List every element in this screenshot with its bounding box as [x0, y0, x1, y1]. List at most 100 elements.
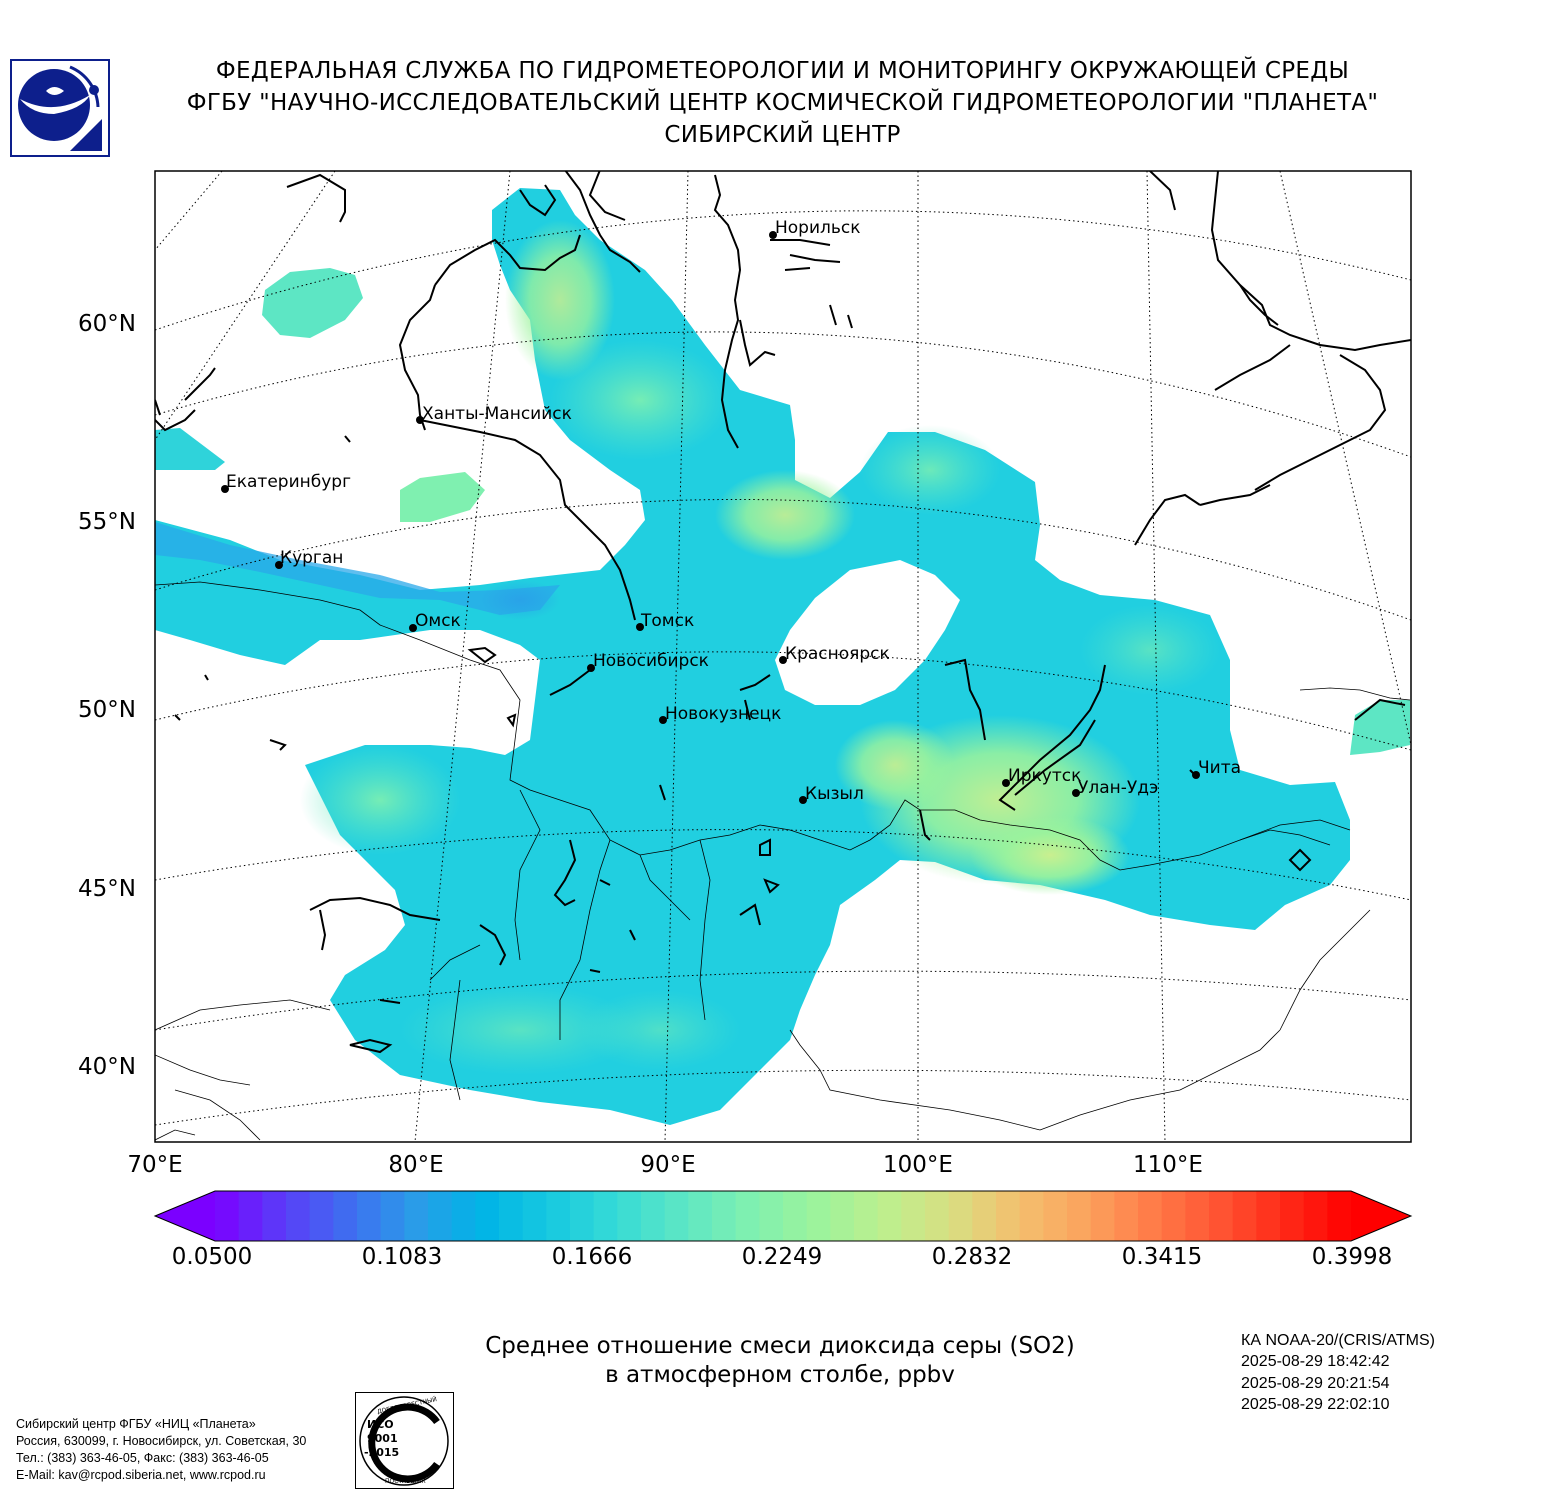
colorbar-segment — [1138, 1191, 1163, 1241]
city-yekaterinburg: Екатеринбург — [226, 472, 352, 492]
city-krasnoyarsk: Красноярск — [785, 644, 890, 664]
colorbar-segment — [877, 1191, 902, 1241]
colorbar-segment — [712, 1191, 737, 1241]
colorbar-segment — [901, 1191, 926, 1241]
so2-patch-mid — [400, 472, 485, 522]
colorbar-segment — [1209, 1191, 1234, 1241]
colorbar-outline — [153, 1190, 1413, 1242]
colorbar-segment — [286, 1191, 311, 1241]
colorbar-segment — [617, 1191, 642, 1241]
city-novokuznetsk: Новокузнецк — [665, 704, 782, 724]
city-kyzyl: Кызыл — [805, 784, 864, 804]
svg-text:ПОСТАВЩИК: ПОСТАВЩИК — [385, 1478, 426, 1485]
colorbar-max-arrow — [1351, 1191, 1411, 1241]
so2-field — [155, 171, 1411, 1142]
colorbar-segment — [475, 1191, 500, 1241]
city-dot — [1072, 789, 1080, 797]
city-chita: Чита — [1198, 758, 1242, 778]
planeta-logo-icon — [10, 59, 110, 157]
lat-label-50: 50°N — [78, 697, 136, 723]
colorbar-segment — [1256, 1191, 1281, 1241]
colorbar-tick: 0.2832 — [931, 1244, 1013, 1270]
city-dot — [779, 656, 787, 664]
colorbar-segment — [806, 1191, 831, 1241]
city-khanty-mansiysk: Ханты-Мансийск — [422, 404, 572, 424]
so2-patch-west — [155, 428, 225, 470]
colorbar-segment — [1280, 1191, 1305, 1241]
colorbar-segment — [759, 1191, 784, 1241]
colorbar-tick: 0.3415 — [1121, 1244, 1203, 1270]
colorbar-segment — [593, 1191, 618, 1241]
colorbar-segment — [380, 1191, 405, 1241]
city-norilsk: Норильск — [775, 218, 861, 238]
lon-label-110: 110°E — [1133, 1152, 1203, 1178]
so2-patch-nw — [262, 268, 363, 338]
colorbar-segment — [309, 1191, 334, 1241]
graticule — [155, 171, 1411, 1142]
colorbar-segment — [641, 1191, 666, 1241]
colorbar-tick: 0.1083 — [361, 1244, 443, 1270]
lon-label-90: 90°E — [640, 1152, 696, 1178]
so2-patch-east — [1350, 700, 1410, 755]
city-ulan-ude: Улан-Удэ — [1078, 778, 1159, 798]
colorbar-segment — [404, 1191, 429, 1241]
colorbar-segment — [262, 1191, 287, 1241]
city-dot — [221, 485, 229, 493]
city-dot — [1192, 771, 1200, 779]
map-frame — [154, 170, 1412, 1143]
svg-text:9001: 9001 — [367, 1432, 398, 1445]
colorbar-segment — [1161, 1191, 1186, 1241]
colorbar-segment — [948, 1191, 973, 1241]
colorbar-min-arrow — [155, 1191, 215, 1241]
iso-certificate-icon: ИСО 9001 -2015 ДОБРОСОВЕСТНЫЙ ПОСТАВЩИК — [355, 1392, 454, 1489]
colorbar-segment — [1327, 1191, 1352, 1241]
colorbar-tick: 0.1666 — [551, 1244, 633, 1270]
city-dot — [769, 231, 777, 239]
colorbar-segment — [428, 1191, 453, 1241]
colorbar-segment — [854, 1191, 879, 1241]
satellite-time: 2025-08-29 22:02:10 — [1241, 1396, 1390, 1413]
colorbar-segment — [1067, 1191, 1092, 1241]
colorbar-segment — [1043, 1191, 1068, 1241]
lon-label-100: 100°E — [883, 1152, 953, 1178]
colorbar-segment — [830, 1191, 855, 1241]
city-irkutsk: Иркутск — [1008, 766, 1082, 786]
lat-label-40: 40°N — [78, 1054, 136, 1080]
footer-phone: Тел.: (383) 363-46-05, Факс: (383) 363-4… — [16, 1451, 269, 1465]
colorbar-tick: 0.2249 — [741, 1244, 823, 1270]
colorbar-segment — [1185, 1191, 1210, 1241]
city-dot — [416, 416, 424, 424]
coastlines-rivers — [155, 171, 1411, 1054]
satellite-name: КА NOAA-20/(CRIS/ATMS) — [1241, 1332, 1435, 1349]
satellite-time: 2025-08-29 18:42:42 — [1241, 1353, 1390, 1370]
lat-label-45: 45°N — [78, 876, 136, 902]
header-line-3: СИБИРСКИЙ ЦЕНТР — [664, 122, 901, 148]
colorbar-segment — [1090, 1191, 1115, 1241]
city-dot — [409, 624, 417, 632]
satellite-time: 2025-08-29 20:21:54 — [1241, 1375, 1390, 1392]
lat-label-60: 60°N — [78, 311, 136, 337]
city-dot — [1002, 779, 1010, 787]
colorbar-segment — [735, 1191, 760, 1241]
svg-text:-2015: -2015 — [364, 1446, 399, 1459]
city-dot — [587, 664, 595, 672]
colorbar-segment — [972, 1191, 997, 1241]
city-kurgan: Курган — [280, 548, 344, 568]
borders — [155, 581, 1411, 1141]
colorbar-segment — [238, 1191, 263, 1241]
colorbar-tick: 0.3998 — [1311, 1244, 1393, 1270]
colorbar-segment — [546, 1191, 571, 1241]
city-dot — [659, 716, 667, 724]
city-omsk: Омск — [415, 611, 461, 631]
colorbar-segment — [783, 1191, 808, 1241]
colorbar-segment — [499, 1191, 524, 1241]
city-dot — [275, 561, 283, 569]
colorbar-segment — [357, 1191, 382, 1241]
colorbar-tick: 0.0500 — [171, 1244, 253, 1270]
colorbar-segment — [215, 1191, 240, 1241]
caption-line-1: Среднее отношение смеси диоксида серы (S… — [485, 1333, 1075, 1359]
lon-label-80: 80°E — [388, 1152, 444, 1178]
svg-text:ИСО: ИСО — [367, 1418, 394, 1431]
colorbar-segment — [664, 1191, 689, 1241]
